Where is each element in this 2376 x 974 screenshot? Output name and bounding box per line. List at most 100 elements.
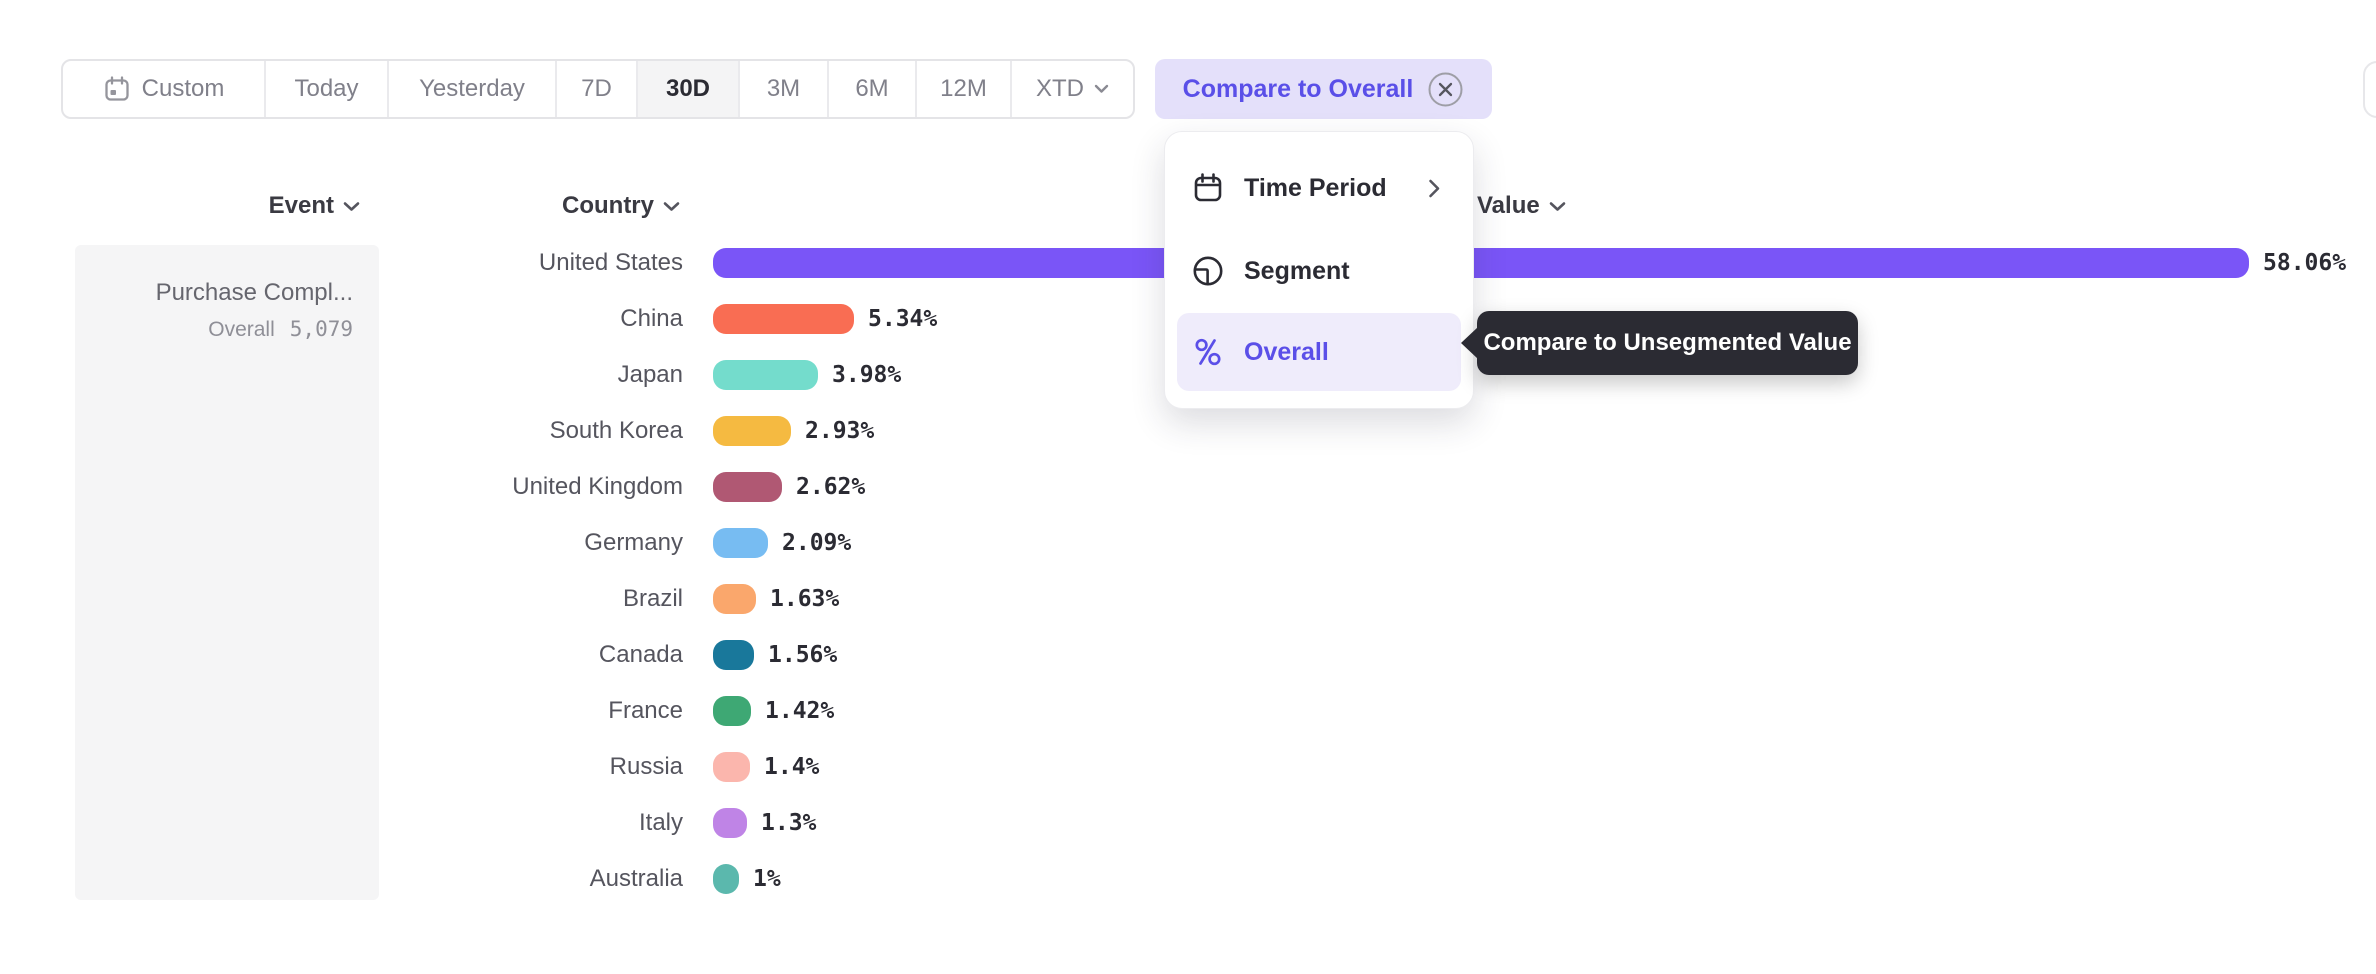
range-button-label: Today xyxy=(294,75,359,102)
menu-item-time-period[interactable]: Time Period xyxy=(1177,156,1461,220)
chart-row-canada: Canada 1.56% xyxy=(0,627,2376,683)
range-button-label: 3M xyxy=(766,75,801,102)
chart-row-australia: Australia 1% xyxy=(0,851,2376,907)
chart-row-south-korea: South Korea 2.93% xyxy=(0,403,2376,459)
calendar-icon xyxy=(103,75,132,104)
menu-item-overall[interactable]: Overall xyxy=(1177,313,1461,391)
chevron-down-icon xyxy=(1094,84,1109,94)
clipped-edge-button[interactable] xyxy=(2363,61,2376,118)
bar-segment[interactable] xyxy=(713,528,768,558)
bar-segment[interactable] xyxy=(713,808,747,838)
tooltip-text: Compare to Unsegmented Value xyxy=(1483,329,1852,356)
chart-row-italy: Italy 1.3% xyxy=(0,795,2376,851)
value-label: 5.34% xyxy=(868,306,938,332)
chevron-down-icon xyxy=(663,201,680,212)
range-button-label: Custom xyxy=(141,75,225,102)
range-button-custom[interactable]: Custom xyxy=(63,61,266,117)
event-panel[interactable]: Purchase Compl... Overall 5,079 xyxy=(75,245,379,900)
range-button-label: Yesterday xyxy=(419,75,525,102)
date-range-toolbar: Custom Today Yesterday 7D 30D 3M 6M 12M XTD xyxy=(61,59,1135,119)
chevron-right-icon xyxy=(1428,178,1441,199)
chart-row-china: China 5.34% xyxy=(0,291,2376,347)
value-label: 1% xyxy=(753,866,781,892)
country-label: Australia xyxy=(589,865,683,892)
bar-segment[interactable] xyxy=(713,640,754,670)
value-header-label: Value xyxy=(1477,192,1540,219)
bar-segment[interactable] xyxy=(713,696,751,726)
overall-value: 5,079 xyxy=(289,317,353,341)
tooltip-arrow xyxy=(1461,327,1478,359)
value-label: 1.4% xyxy=(764,754,820,780)
country-label: Brazil xyxy=(622,585,683,612)
bar-segment[interactable] xyxy=(713,472,782,502)
bar-segment[interactable] xyxy=(713,360,818,390)
range-button-label: XTD xyxy=(1036,75,1084,102)
chart-row-russia: Russia 1.4% xyxy=(0,739,2376,795)
country-label: Canada xyxy=(598,641,683,668)
value-label: 1.42% xyxy=(765,698,835,724)
chart-row-france: France 1.42% xyxy=(0,683,2376,739)
range-button-label: 12M xyxy=(940,75,987,102)
range-button-6m[interactable]: 6M xyxy=(829,61,917,117)
menu-item-label: Time Period xyxy=(1244,173,1387,202)
range-button-30d[interactable]: 30D xyxy=(638,61,740,117)
range-button-today[interactable]: Today xyxy=(266,61,389,117)
column-header-event[interactable]: Event xyxy=(75,190,360,222)
bar-segment[interactable] xyxy=(713,864,739,894)
chevron-down-icon xyxy=(1549,201,1566,212)
column-header-value[interactable]: Value xyxy=(1477,190,1566,222)
calendar-icon xyxy=(1191,171,1225,205)
chart-row-brazil: Brazil 1.63% xyxy=(0,571,2376,627)
range-button-yesterday[interactable]: Yesterday xyxy=(389,61,557,117)
range-button-label: 30D xyxy=(665,75,711,102)
value-label: 2.93% xyxy=(805,418,875,444)
bar-segment[interactable] xyxy=(713,584,756,614)
range-button-7d[interactable]: 7D xyxy=(557,61,638,117)
country-label: China xyxy=(620,305,683,332)
event-header-label: Event xyxy=(268,192,334,219)
country-label: France xyxy=(608,697,683,724)
range-button-xtd[interactable]: XTD xyxy=(1012,61,1133,117)
country-label: Italy xyxy=(638,809,683,836)
menu-item-label: Segment xyxy=(1244,256,1350,285)
chevron-down-icon xyxy=(343,201,360,212)
compare-dropdown-menu: Time Period Segment Overall xyxy=(1164,131,1474,409)
chart-row-united-states: United States 58.06% xyxy=(0,235,2376,291)
value-label: 58.06% xyxy=(2263,250,2347,276)
chart-row-germany: Germany 2.09% xyxy=(0,515,2376,571)
menu-item-label: Overall xyxy=(1244,337,1329,366)
value-label: 2.09% xyxy=(782,530,852,556)
value-label: 2.62% xyxy=(796,474,866,500)
segment-icon xyxy=(1191,254,1225,288)
bar-segment[interactable] xyxy=(713,304,854,334)
menu-item-segment[interactable]: Segment xyxy=(1177,239,1461,303)
country-label: South Korea xyxy=(549,417,683,444)
range-button-3m[interactable]: 3M xyxy=(740,61,829,117)
chart-row-united-kingdom: United Kingdom 2.62% xyxy=(0,459,2376,515)
column-header-country[interactable]: Country xyxy=(430,190,680,222)
country-label: United Kingdom xyxy=(512,473,683,500)
overall-label: Overall xyxy=(208,318,275,341)
value-label: 1.3% xyxy=(761,810,817,836)
range-button-label: 6M xyxy=(855,75,889,102)
remove-compare-icon[interactable] xyxy=(1427,71,1464,108)
bar-segment[interactable] xyxy=(713,752,750,782)
country-label: Japan xyxy=(617,361,683,388)
country-label: Russia xyxy=(609,753,683,780)
bar-segment[interactable] xyxy=(713,416,791,446)
range-button-12m[interactable]: 12M xyxy=(917,61,1012,117)
tooltip-compare-to-unsegmented: Compare to Unsegmented Value xyxy=(1461,311,1858,375)
compare-to-overall-chip[interactable]: Compare to Overall xyxy=(1155,59,1492,119)
chart-row-japan: Japan 3.98% xyxy=(0,347,2376,403)
value-label: 3.98% xyxy=(832,362,902,388)
country-label: United States xyxy=(538,249,683,276)
bar-segment[interactable] xyxy=(713,248,2249,278)
country-label: Germany xyxy=(584,529,683,556)
value-label: 1.63% xyxy=(770,586,840,612)
event-overall-row: Overall 5,079 xyxy=(208,317,353,342)
value-label: 1.56% xyxy=(768,642,838,668)
compare-chip-label: Compare to Overall xyxy=(1182,74,1414,103)
percent-icon xyxy=(1191,335,1225,369)
range-button-label: 7D xyxy=(581,75,612,102)
